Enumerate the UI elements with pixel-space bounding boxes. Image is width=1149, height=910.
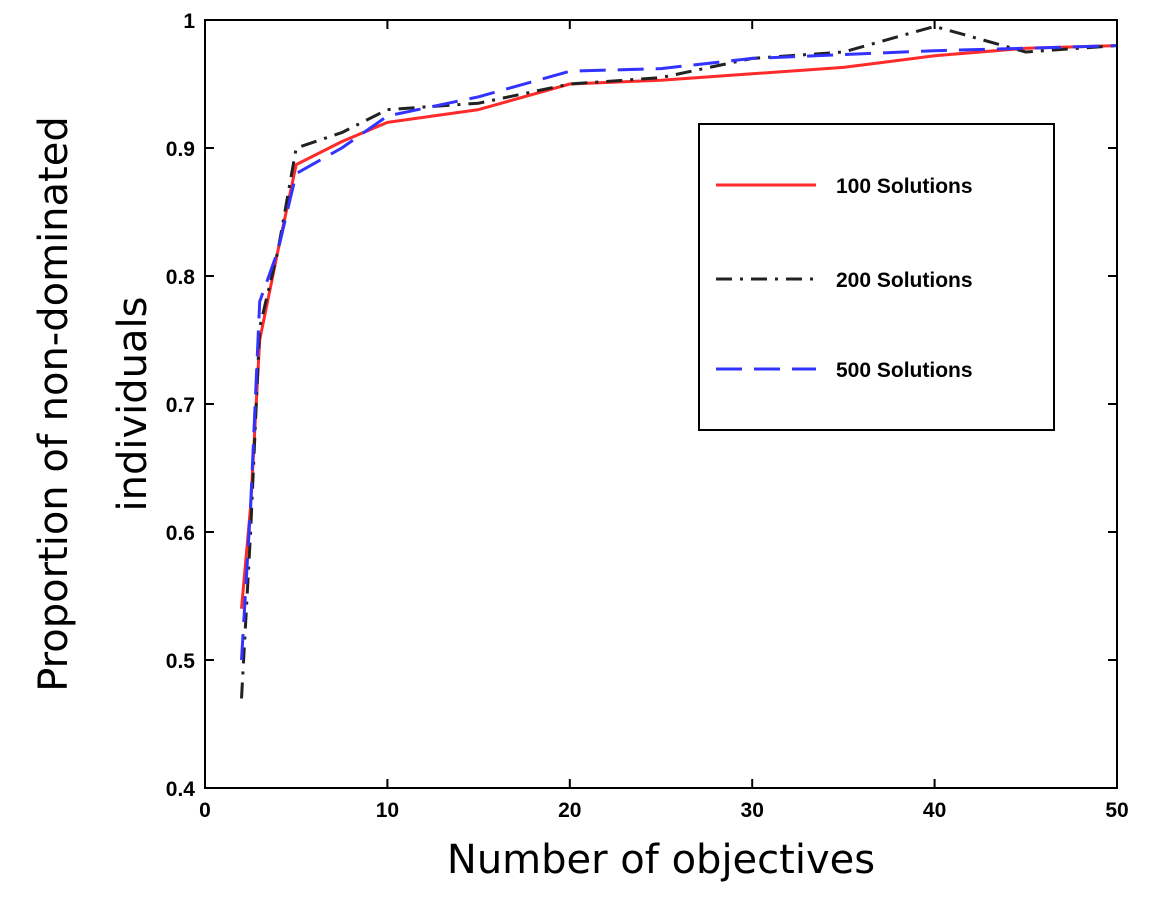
x-tick-label: 50	[1105, 799, 1128, 822]
axis-ticks	[204, 19, 1118, 789]
series-line-3	[240, 44, 1118, 661]
legend-box	[698, 123, 1055, 431]
series-lines	[240, 24, 1118, 699]
y-tick-label: 0.9	[166, 138, 195, 161]
x-tick-label: 40	[923, 799, 946, 822]
x-tick-label: 0	[199, 799, 211, 822]
legend-label-100-solutions: 100 Solutions	[836, 175, 973, 198]
x-tick-label: 20	[558, 799, 581, 822]
y-tick-label: 0.6	[166, 522, 195, 545]
series-line-2	[240, 24, 1118, 699]
y-tick-label: 1	[183, 10, 195, 33]
tick-labels: 0 10 20 30 40 50 0.4 0.5 0.6 0.7 0.8 0.9 1	[166, 10, 1129, 822]
y-tick-label: 0.4	[166, 778, 196, 801]
y-tick-label: 0.8	[166, 266, 196, 289]
y-tick-label: 0.7	[166, 394, 195, 417]
legend-label-500-solutions: 500 Solutions	[836, 359, 973, 382]
legend-label-200-solutions: 200 Solutions	[836, 269, 973, 292]
x-tick-label: 10	[376, 799, 399, 822]
y-tick-label: 0.5	[166, 650, 196, 673]
y-axis-title-line-2: individuals	[110, 297, 156, 512]
x-tick-label: 30	[741, 799, 764, 822]
series-line-1	[240, 44, 1118, 609]
y-axis-title-line-1: Proportion of non-dominated	[31, 116, 77, 691]
x-axis-title: Number of objectives	[447, 837, 875, 883]
legend: 100 Solutions 200 Solutions 500 Solution…	[698, 123, 1055, 431]
